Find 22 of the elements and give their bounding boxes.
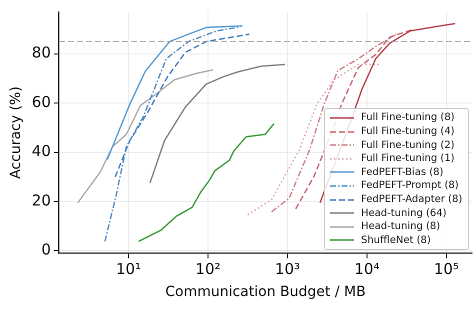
legend-label: ShuffleNet (8) bbox=[361, 234, 431, 246]
legend-label: FedPEFT-Adapter (8) bbox=[361, 194, 462, 206]
x-tick-label: 10⁴ bbox=[354, 260, 380, 278]
y-tick-label: 80 bbox=[32, 44, 51, 62]
y-tick-label: 40 bbox=[32, 142, 51, 160]
legend-label: Full Fine-tuning (4) bbox=[361, 126, 455, 138]
x-tick-label: 10³ bbox=[274, 260, 300, 278]
legend-label: Head-tuning (64) bbox=[361, 208, 447, 219]
legend-label: Full Fine-tuning (2) bbox=[361, 140, 455, 151]
legend-label: Full Fine-tuning (1) bbox=[361, 153, 455, 164]
legend-label: FedPEFT-Prompt (8) bbox=[361, 180, 459, 192]
x-tick-label: 10⁵ bbox=[434, 260, 459, 278]
y-axis-title: Accuracy (%) bbox=[8, 86, 24, 179]
x-tick-label: 10¹ bbox=[116, 260, 142, 278]
legend-label: FedPEFT-Bias (8) bbox=[361, 166, 444, 178]
x-tick-label: 10² bbox=[195, 260, 221, 278]
y-tick-label: 0 bbox=[41, 240, 51, 259]
legend-label: Head-tuning (8) bbox=[361, 221, 440, 232]
legend-label: Full Fine-tuning (8) bbox=[361, 112, 455, 124]
x-axis-title: Communication Budget / MB bbox=[165, 284, 366, 300]
y-tick-label: 60 bbox=[32, 92, 51, 111]
y-tick-label: 20 bbox=[32, 191, 51, 210]
